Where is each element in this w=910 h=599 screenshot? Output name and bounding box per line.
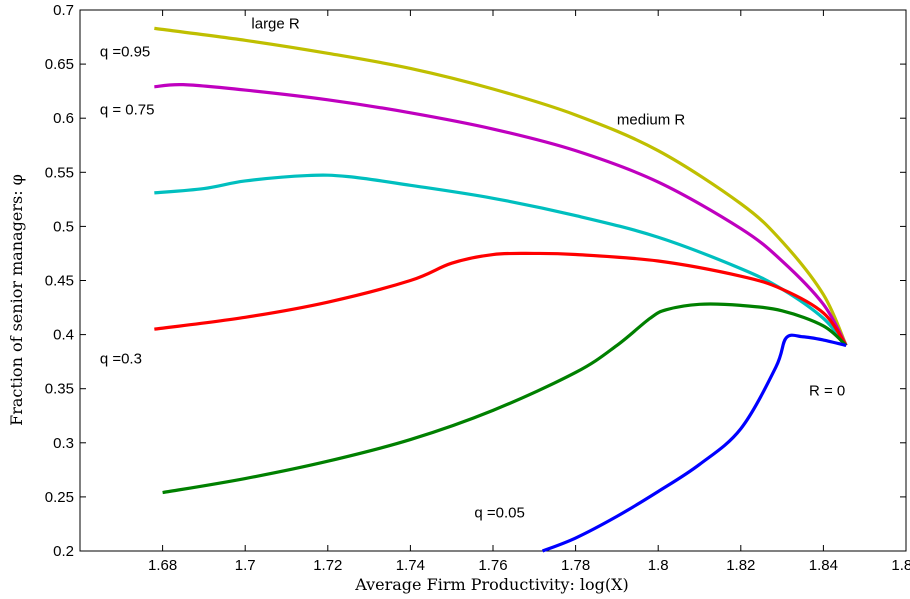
x-tick-label: 1.84	[809, 557, 838, 574]
y-axis-title: Fraction of senior managers: φ	[7, 174, 26, 426]
y-tick-label: 0.4	[53, 327, 74, 344]
x-tick-label: 1.74	[396, 557, 425, 574]
axis-ticks: 1.68 1.7 1.72 1.74 1.76 1.78 1.8 1.82 1.84 1.86 0.…	[45, 2, 910, 574]
y-tick-label: 0.65	[45, 56, 74, 73]
x-tick-label: 1.8	[648, 557, 669, 574]
y-tick-label: 0.7	[53, 2, 74, 19]
series-layer	[154, 26, 848, 553]
y-tick-label: 0.2	[53, 543, 74, 560]
series-line-3	[154, 173, 848, 347]
plot-area-border	[79, 9, 907, 552]
series-line-4	[154, 251, 848, 347]
x-axis-title: Average Firm Productivity: log(X)	[354, 575, 629, 594]
annotation-label: R = 0	[809, 383, 845, 400]
annotation-label: large R	[251, 15, 300, 32]
y-tick-label: 0.6	[53, 110, 74, 127]
x-tick-label: 1.68	[148, 557, 177, 574]
x-tick-label: 1.76	[478, 557, 507, 574]
x-tick-label: 1.86	[891, 557, 910, 574]
x-tick-label: 1.72	[313, 557, 342, 574]
series-line-5	[162, 302, 848, 495]
y-tick-label: 0.45	[45, 273, 74, 290]
x-tick-label: 1.7	[235, 557, 256, 574]
series-line-2	[154, 82, 848, 347]
y-tick-label: 0.25	[45, 489, 74, 506]
plot-frame	[79, 9, 907, 552]
y-tick-label: 0.5	[53, 218, 74, 235]
x-tick-label: 1.82	[726, 557, 755, 574]
annotation-label: q =0.05	[474, 504, 524, 521]
annotation-label: q =0.3	[100, 350, 142, 367]
series-line-1	[154, 26, 848, 347]
annotations: large R q =0.95 q = 0.75 medium R q =0.3 R = …	[100, 15, 845, 521]
y-tick-label: 0.55	[45, 164, 74, 181]
y-tick-label: 0.35	[45, 381, 74, 398]
annotation-label: q =0.95	[100, 44, 150, 61]
y-tick-label: 0.3	[53, 435, 74, 452]
annotation-label: q = 0.75	[100, 101, 155, 118]
series-line-6	[541, 333, 847, 553]
annotation-label: medium R	[617, 112, 686, 129]
x-tick-label: 1.78	[561, 557, 590, 574]
